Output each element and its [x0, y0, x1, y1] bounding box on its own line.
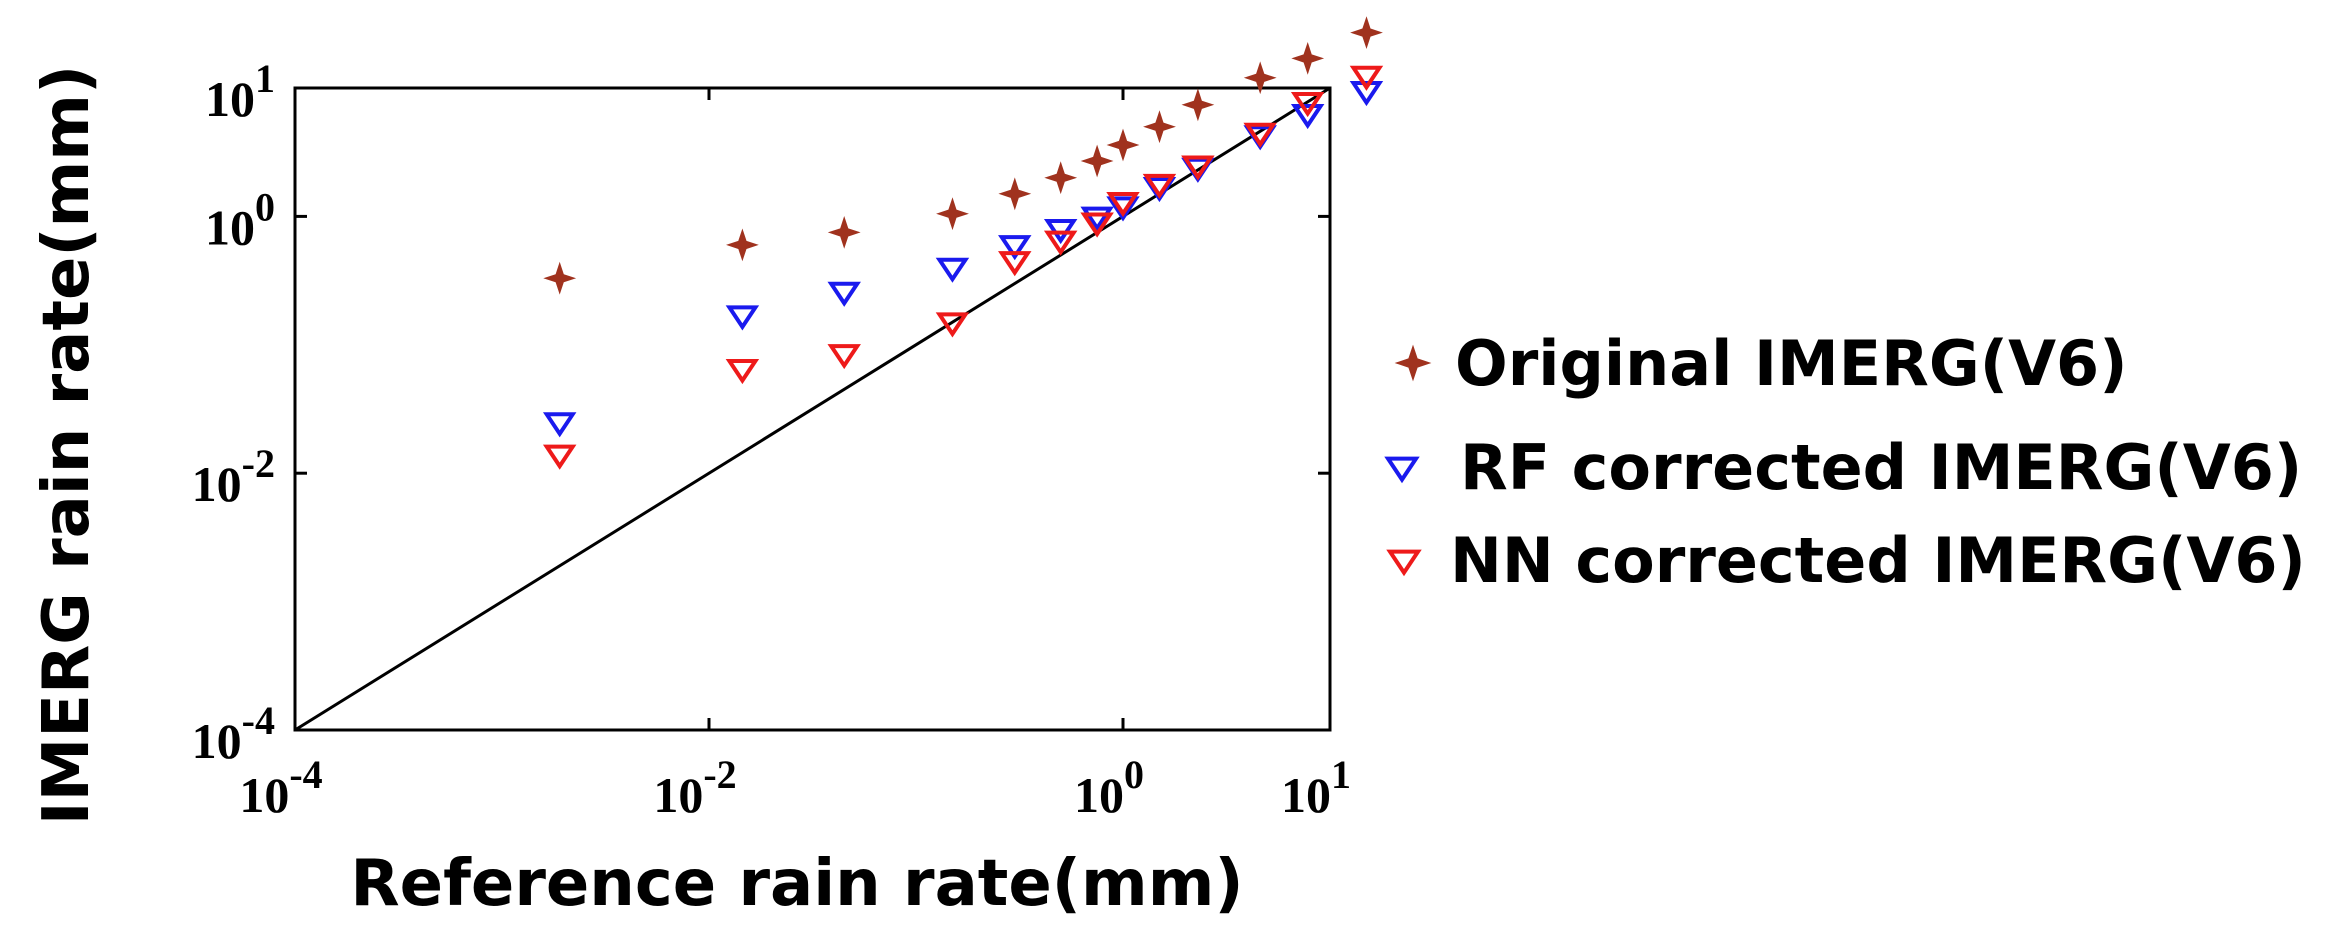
plot-border	[293, 86, 1332, 732]
data-point	[998, 235, 1032, 261]
data-point	[827, 215, 861, 249]
data-point	[542, 412, 577, 438]
legend-marker	[1394, 344, 1432, 382]
x-tick-label: 10-2	[653, 752, 736, 823]
tick-labels: 10-4 10-2 100 101 10-4 10-2 100 101	[192, 56, 1351, 823]
legend-label: Original IMERG(V6)	[1455, 327, 2128, 400]
x-tick-label: 101	[1281, 752, 1351, 823]
data-point	[725, 305, 760, 331]
legend-item: RF corrected IMERG(V6)	[1384, 431, 2302, 504]
x-axis-label: Reference rain rate(mm)	[350, 847, 1243, 921]
legend-item: Original IMERG(V6)	[1394, 327, 2128, 400]
data-point	[935, 257, 970, 283]
data-point	[1044, 161, 1078, 195]
legend: Original IMERG(V6) RF corrected IMERG(V6)…	[1384, 327, 2306, 597]
data-marks	[542, 16, 1384, 470]
legend-marker	[1386, 549, 1422, 577]
data-point	[1080, 212, 1114, 238]
data-point	[998, 177, 1032, 211]
data-point	[1080, 206, 1114, 232]
legend-label: RF corrected IMERG(V6)	[1460, 431, 2302, 504]
data-point	[935, 312, 970, 338]
data-point	[543, 261, 577, 295]
data-point	[726, 228, 759, 262]
data-point	[1349, 81, 1384, 107]
data-point	[1181, 155, 1215, 181]
data-point	[1106, 196, 1140, 222]
data-point	[1243, 61, 1277, 95]
y-tick-label: 101	[205, 56, 275, 127]
y-tick-label: 10-4	[192, 698, 275, 769]
reference-line-layer	[294, 86, 1331, 732]
data-point	[1142, 173, 1177, 199]
data-point	[1291, 41, 1325, 75]
y-tick-label: 10-2	[192, 441, 275, 512]
data-point	[1080, 144, 1114, 178]
one-to-one-line	[294, 86, 1331, 732]
data-point	[1143, 110, 1176, 144]
y-tick-label: 100	[205, 184, 275, 255]
series-3	[542, 65, 1384, 470]
data-point	[827, 344, 861, 370]
legend-label: NN corrected IMERG(V6)	[1450, 524, 2306, 597]
data-point	[542, 444, 577, 470]
data-point	[1043, 230, 1078, 256]
data-point	[936, 197, 969, 231]
plot-frame	[293, 86, 1332, 732]
data-point	[1349, 65, 1384, 91]
legend-marker	[1384, 456, 1420, 484]
legend-item: NN corrected IMERG(V6)	[1386, 524, 2306, 597]
y-axis-label: IMERG rain rate(mm)	[30, 65, 104, 825]
data-point	[827, 281, 861, 307]
data-point	[1243, 122, 1277, 148]
data-point	[725, 359, 760, 385]
data-point	[1350, 16, 1383, 50]
data-point	[1181, 88, 1215, 122]
data-point	[1106, 128, 1140, 162]
x-tick-label: 10-4	[239, 752, 322, 823]
data-point	[1106, 191, 1140, 218]
data-point	[1290, 92, 1325, 118]
data-point	[1290, 103, 1325, 130]
x-tick-label: 100	[1074, 752, 1144, 823]
series-1	[543, 16, 1383, 295]
data-point	[998, 251, 1032, 277]
